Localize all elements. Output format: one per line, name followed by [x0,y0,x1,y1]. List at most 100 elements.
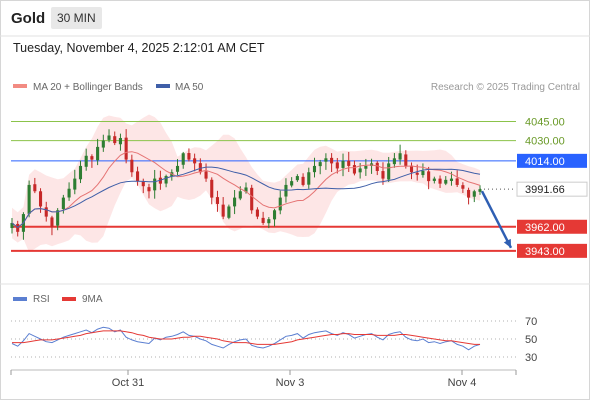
candle [330,153,334,173]
candle [118,133,122,151]
forecast-arrow [480,190,513,249]
level-label-3991.66: 3991.66 [525,184,565,196]
candle-body [67,188,71,198]
level-label-4045.00: 4045.00 [525,117,565,129]
candle [227,204,231,220]
candle-body [238,191,242,199]
candle [444,176,448,186]
candle-body [124,137,128,160]
candle-body [335,162,339,169]
candle-body [107,135,111,140]
candle [267,217,271,229]
candle-body [78,165,83,180]
candle-body [10,222,14,229]
level-label-3962.00: 3962.00 [525,222,565,234]
moving-averages [11,151,481,229]
candle-body [38,191,43,207]
candle [164,174,168,188]
candle-body [467,189,471,198]
candle-body [472,191,476,197]
candle-body [318,162,322,167]
level-label-4014.00: 4014.00 [525,156,565,168]
candle [113,131,117,146]
candle [175,159,180,176]
x-tick-label-Nov-4: Nov 4 [448,377,477,389]
candle [432,176,436,184]
candle [181,151,185,169]
candle-body [136,171,140,182]
candle [415,164,419,181]
level-label-3943.00: 3943.00 [525,246,565,258]
candle [124,129,128,164]
candle-body [284,184,288,197]
candle-body [175,165,180,172]
candle [290,177,294,188]
forecast-arrow-shaft [480,190,513,249]
candle-body [141,181,145,187]
candle [250,184,254,214]
candle-body [210,179,214,198]
candle-body [449,178,454,181]
candle [272,208,277,227]
candle [324,153,328,170]
instrument-title: Gold [11,10,46,27]
candle-body [427,171,431,182]
candle-body [147,187,151,192]
candle [478,185,482,195]
candle-body [438,178,442,184]
candle [472,189,476,203]
candle [307,167,311,189]
candle [215,190,220,212]
candle [90,154,94,168]
rsi-ma-legend-swatch [62,297,76,301]
chart-header: Gold 30 MIN [0,0,590,36]
candle [136,166,140,186]
candle [96,138,100,166]
candle-body [101,140,105,148]
candle-body [56,210,60,226]
candle-body [398,153,402,160]
timeframe-badge[interactable]: 30 MIN [51,7,102,29]
candle [193,153,197,172]
candle-body [358,168,362,173]
candle-body [347,160,351,166]
candle [278,190,282,215]
candle [147,183,151,199]
candle [409,162,414,180]
candle [312,157,317,178]
candle [221,197,225,220]
candle-body [187,153,191,160]
candle [347,151,351,173]
candle-body [113,136,117,144]
candle-body [392,158,396,165]
candle [461,182,465,193]
candle-body [444,179,448,184]
candle-body [61,197,65,210]
candle [210,177,214,205]
candle-body [381,171,385,179]
x-tick-label-Oct-31: Oct 31 [112,377,144,389]
candle-body [421,170,425,176]
candle [73,169,77,195]
candle-body [330,157,334,164]
ma50-line [11,166,481,229]
level-label-4030.00: 4030.00 [525,136,565,148]
level-box-4014.00 [517,153,587,168]
level-box-3943.00 [517,243,587,258]
candle-body [341,160,345,168]
candle [295,174,299,182]
x-axis: Oct 31 Nov 3 Nov 4 [10,370,517,389]
candle-body [409,165,414,173]
rsi-tick-label-70: 70 [525,316,537,328]
candle [44,201,48,222]
candle-body [250,187,254,211]
candle-body [153,178,157,191]
candle-body [301,176,305,185]
candle [455,170,459,187]
candle [318,159,322,175]
candle-body [84,155,88,167]
level-labels: 4045.00 4030.00 4014.00 3991.66 3962.00 3943.… [516,117,588,258]
candle-body [267,219,271,224]
candle-body [278,197,282,211]
